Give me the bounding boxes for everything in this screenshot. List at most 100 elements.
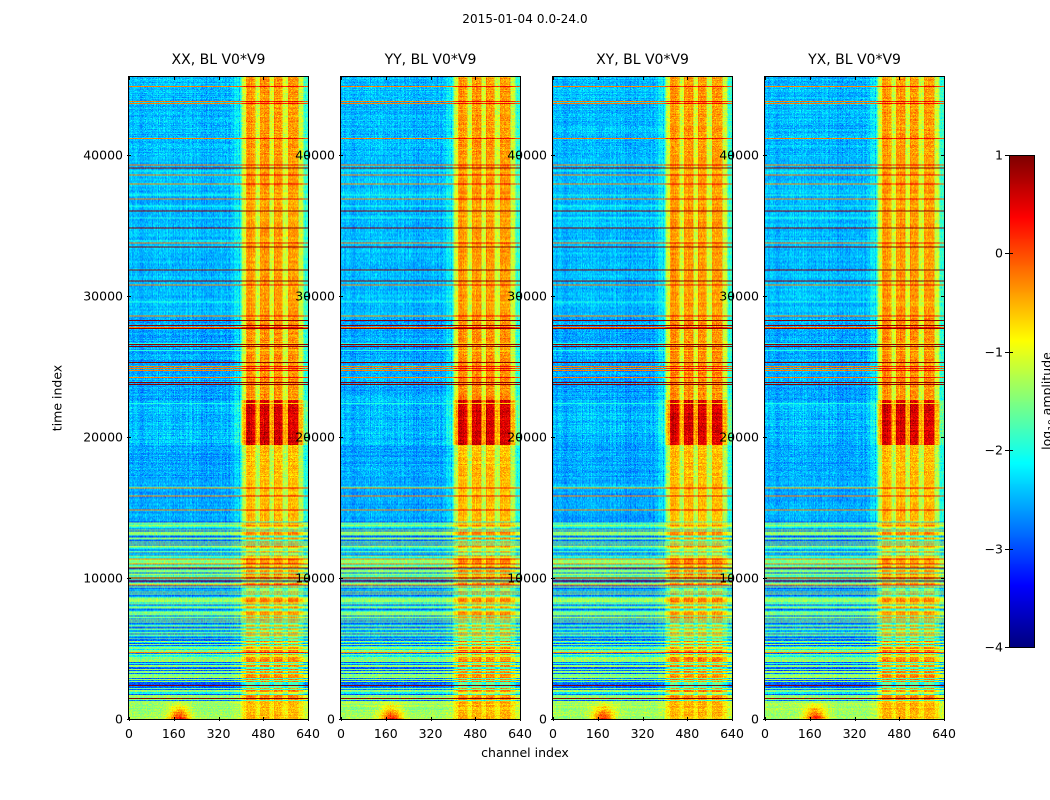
colorbar-tick-inner	[1009, 351, 1013, 353]
x-tick-top	[263, 76, 265, 80]
figure-suptitle: 2015-01-04 0.0-24.0	[462, 12, 588, 26]
panel-axes-yy	[340, 76, 521, 720]
x-tick	[597, 717, 599, 721]
x-tick-top	[475, 76, 477, 80]
colorbar-tick-label: −3	[984, 541, 1003, 557]
colorbar-tick	[1005, 548, 1009, 550]
y-tick	[339, 154, 343, 156]
y-tick	[763, 577, 767, 579]
y-tick-right	[305, 295, 309, 297]
x-tick-label: 160	[585, 726, 610, 741]
panel-title-xy: XY, BL V0*V9	[596, 52, 689, 68]
y-tick-right	[305, 154, 309, 156]
x-tick-top	[173, 76, 175, 80]
x-tick-label: 160	[797, 726, 822, 741]
y-tick-label: 20000	[295, 429, 335, 445]
x-tick-top	[341, 76, 342, 80]
y-tick-label: 0	[539, 711, 547, 727]
x-tick-label: 320	[630, 726, 655, 741]
y-tick-label: 40000	[507, 147, 547, 163]
panel-axes-xy	[552, 76, 733, 720]
x-tick-top	[642, 76, 644, 80]
y-tick	[339, 295, 343, 297]
y-tick-label: 30000	[295, 288, 335, 304]
waterfall-panel-yy[interactable]: YY, BL V0*V9 0 160 320 480 640 0 10000 20000 3000…	[295, 52, 532, 741]
y-tick-label: 0	[751, 711, 759, 727]
y-tick-label: 20000	[719, 429, 759, 445]
panel-axes-xx	[128, 76, 309, 720]
y-tick-right	[517, 436, 521, 438]
y-tick	[127, 154, 131, 156]
x-tick	[899, 717, 901, 721]
y-tick-label: 30000	[507, 288, 547, 304]
y-tick	[127, 719, 131, 720]
x-tick-top	[687, 76, 689, 80]
colorbar-tick-inner	[1009, 155, 1013, 156]
x-tick-label: 320	[418, 726, 443, 741]
colorbar-gradient	[1009, 155, 1035, 648]
colorbar[interactable]: −4 −3 −2 −1 0 1	[985, 148, 1035, 655]
waterfall-panel-xy[interactable]: XY, BL V0*V9 0 160 320 480 640 0 10000 20000 3000…	[507, 52, 744, 741]
x-tick-label: 320	[206, 726, 231, 741]
x-tick-label: 0	[761, 726, 769, 741]
x-tick-label: 0	[337, 726, 345, 741]
waterfall-panel-xx[interactable]: XX, BL V0*V9 0 160 320 480 640 0 10000 20000 3000…	[83, 52, 320, 741]
colorbar-tick-label: 0	[995, 245, 1003, 261]
x-tick-top	[899, 76, 901, 80]
colorbar-tick-inner	[1009, 647, 1013, 648]
y-tick	[551, 436, 555, 438]
y-tick	[763, 295, 767, 297]
x-tick-label: 0	[549, 726, 557, 741]
y-tick-label: 40000	[83, 147, 123, 163]
x-tick-top	[854, 76, 856, 80]
x-tick-top	[944, 76, 945, 80]
y-tick	[763, 154, 767, 156]
x-tick	[263, 717, 265, 721]
y-tick-label: 30000	[719, 288, 759, 304]
y-tick-right	[729, 436, 733, 438]
x-tick-top	[809, 76, 811, 80]
colorbar-tick-label: −1	[984, 344, 1003, 360]
x-tick-label: 320	[842, 726, 867, 741]
y-tick-right	[941, 719, 945, 720]
x-axis-label: channel index	[481, 745, 569, 760]
colorbar-tick-label: 1	[995, 147, 1003, 163]
y-tick-right	[729, 154, 733, 156]
x-tick-top	[218, 76, 220, 80]
y-tick-label: 10000	[507, 570, 547, 586]
y-tick-right	[517, 719, 521, 720]
x-tick-top	[553, 76, 554, 80]
y-tick-label: 10000	[719, 570, 759, 586]
panel-axes-yx	[764, 76, 945, 720]
y-tick	[763, 719, 767, 720]
x-tick	[218, 717, 220, 721]
x-tick-label: 640	[720, 726, 744, 741]
x-tick-label: 480	[251, 726, 276, 741]
y-tick-label: 40000	[719, 147, 759, 163]
x-tick-label: 640	[296, 726, 320, 741]
y-tick-label: 0	[327, 711, 335, 727]
x-tick-label: 480	[675, 726, 700, 741]
waterfall-image-yy	[341, 77, 520, 719]
y-tick	[339, 436, 343, 438]
y-tick-right	[941, 577, 945, 579]
panel-title-yx: YX, BL V0*V9	[808, 52, 901, 68]
y-tick-label: 40000	[295, 147, 335, 163]
colorbar-tick	[1005, 155, 1009, 156]
colorbar-tick-label: −4	[984, 639, 1003, 655]
y-tick-label: 10000	[83, 570, 123, 586]
y-tick	[127, 436, 131, 438]
panel-title-xx: XX, BL V0*V9	[171, 52, 266, 68]
y-tick	[551, 295, 555, 297]
y-tick-label: 30000	[83, 288, 123, 304]
y-tick	[551, 154, 555, 156]
y-tick-right	[941, 154, 945, 156]
x-tick-top	[732, 76, 733, 80]
x-tick-top	[765, 76, 766, 80]
waterfall-panel-yx[interactable]: YX, BL V0*V9 0 160 320 480 640 0 10000 20000 3000…	[719, 52, 956, 741]
waterfall-image-yx	[765, 77, 944, 719]
y-tick-right	[517, 295, 521, 297]
x-tick-label: 480	[463, 726, 488, 741]
y-tick-label: 20000	[83, 429, 123, 445]
